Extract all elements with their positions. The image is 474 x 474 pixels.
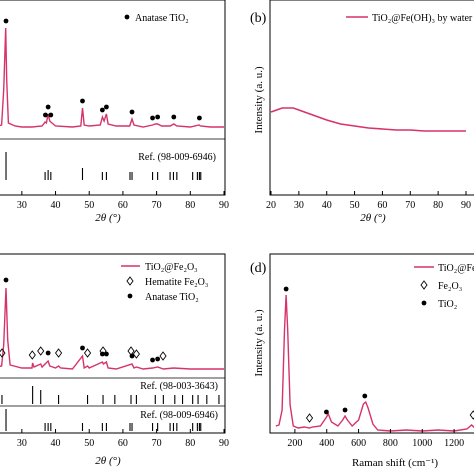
panel-b-frame (269, 0, 474, 196)
panel-a-peak-marker (171, 114, 177, 120)
panel-d-x-axis-label: Raman shift (cm⁻¹) (352, 457, 438, 469)
panel-c-x-tick-label: 60 (118, 438, 128, 449)
panel-c-anatase-marker (129, 353, 135, 359)
panel-c-x-tick-label: 90 (219, 438, 229, 449)
panel-d-legend-diamond (420, 280, 428, 290)
panel-c-frame (0, 253, 226, 434)
panel-a-peak-marker (155, 114, 161, 120)
panel-b-x-axis-label: 2θ (°) (360, 212, 386, 224)
panel-b-y-axis-label: Intensity (a. u.) (253, 66, 265, 134)
panel-d-x-tick-label: 600 (351, 438, 366, 449)
panel-c-anatase-marker (155, 356, 161, 362)
panel-a-peak-marker (104, 104, 109, 110)
panel-d-tio2-marker (324, 409, 329, 415)
panel-b-x-tick-label: 40 (322, 200, 332, 211)
panel-c: TiO₂@Fe₂O₃ Hematite Fe₂O₃ Anatase TiO₂ R… (0, 253, 229, 467)
panel-b: (b) TiO₂@Fe(OH)₃ by water Intensity (a. … (250, 0, 474, 224)
panel-c-ref-label-2: Ref. (98-009-6946) (140, 410, 218, 421)
panel-d-fe2o3-marker (305, 413, 314, 423)
panel-d: (d) TiO₂@Fe Fe₂O₃ TiO₂ Intensity (a. u.)… (250, 253, 474, 469)
panel-c-x-tick-label: 70 (152, 438, 162, 449)
panel-d-letter: (d) (250, 261, 267, 276)
panel-a-x-tick-label: 70 (152, 200, 162, 211)
panel-a-x-tick-label: 80 (185, 200, 195, 211)
panel-d-x-tick-label: 800 (383, 438, 398, 449)
panel-a-frame (0, 0, 226, 196)
panel-a-peak-marker (3, 18, 9, 24)
panel-b-x-tick-label: 20 (266, 200, 276, 211)
panel-d-fe2o3-marker (469, 410, 474, 420)
panel-d-x-tick-label: 200 (287, 438, 302, 449)
panel-c-x-tick-label: 80 (185, 438, 195, 449)
panel-b-x-tick-label: 80 (433, 200, 443, 211)
panel-c-x-tick-label: 40 (51, 438, 61, 449)
panel-a-peak-marker (99, 107, 105, 113)
panel-d-tio2-marker (342, 407, 348, 413)
panel-b-legend-label: TiO₂@Fe(OH)₃ by water (372, 13, 473, 24)
panel-c-x-axis-label: 2θ (°) (95, 455, 121, 467)
panel-c-hematite-marker (55, 348, 63, 358)
panel-c-series-line (0, 287, 224, 370)
panel-a-peak-marker (45, 104, 51, 110)
panel-a-peak-marker (80, 98, 85, 104)
panel-c-anatase-marker (99, 351, 105, 357)
panel-c-x-tick-label: 50 (84, 438, 94, 449)
panel-d-legend-dot (421, 300, 427, 306)
panel-c-legend-diamond (126, 276, 134, 286)
panel-d-series-line (275, 294, 474, 432)
panel-a-peak-marker (48, 112, 54, 118)
panel-a-peak-marker (129, 109, 135, 115)
panel-d-tio2-marker (283, 286, 289, 292)
panel-c-legend-dot (127, 293, 133, 299)
panel-a: Anatase TiO₂ Ref. (98-009-6946) 30 40 50 60… (0, 0, 229, 224)
panel-b-series-line (270, 107, 466, 132)
panel-a-legend-marker (124, 14, 130, 20)
panel-a-peak-marker (43, 112, 48, 118)
panel-a-series-line (0, 27, 224, 128)
panel-c-hematite-marker (83, 348, 92, 358)
panel-d-x-tick-label: 1200 (444, 438, 464, 449)
panel-c-anatase-marker (80, 345, 85, 351)
panel-a-x-tick-label: 50 (84, 200, 94, 211)
panel-c-anatase-marker (104, 351, 109, 357)
panel-a-peak-marker (197, 115, 202, 121)
panel-a-x-axis-label: 2θ (°) (95, 212, 121, 224)
panel-c-hematite-marker (37, 346, 45, 356)
panel-d-frame (269, 253, 474, 434)
panel-c-legend-label-2: Hematite Fe₂O₃ (145, 277, 208, 288)
panel-c-legend-label-3: Anatase TiO₂ (145, 292, 199, 303)
panel-c-anatase-marker (3, 277, 9, 283)
panel-a-legend-label: Anatase TiO₂ (135, 13, 189, 24)
panel-c-hematite-marker (28, 350, 36, 360)
panel-d-x-tick-label: 1000 (412, 438, 432, 449)
panel-d-legend-label-1: TiO₂@Fe (438, 263, 474, 274)
panel-c-hematite-marker (132, 349, 140, 359)
panel-c-anatase-marker (150, 357, 155, 363)
panel-b-x-tick-label: 50 (350, 200, 360, 211)
panel-b-letter: (b) (250, 11, 267, 26)
panel-b-x-tick-label: 90 (461, 200, 471, 211)
panel-c-ref-label-1: Ref. (98-003-3643) (140, 381, 218, 392)
panel-d-legend-label-2: Fe₂O₃ (438, 281, 462, 292)
panel-a-x-tick-label: 40 (51, 200, 61, 211)
panel-d-x-tick-label: 400 (319, 438, 334, 449)
panel-d-tio2-marker (362, 393, 368, 399)
panel-a-x-tick-label: 30 (17, 200, 27, 211)
panel-c-hematite-marker (0, 348, 6, 358)
panel-a-ref-label: Ref. (98-009-6946) (138, 152, 216, 163)
panel-b-x-tick-label: 30 (294, 200, 304, 211)
panel-a-peak-marker (150, 115, 155, 121)
panel-b-x-tick-label: 70 (405, 200, 415, 211)
panel-a-x-tick-label: 90 (219, 200, 229, 211)
panel-d-legend-label-3: TiO₂ (438, 299, 457, 310)
panel-b-x-tick-label: 60 (377, 200, 387, 211)
panel-c-anatase-marker (45, 350, 51, 356)
panel-c-hematite-marker (159, 351, 167, 361)
panel-c-x-tick-label: 30 (17, 438, 27, 449)
panel-d-y-axis-label: Intensity (a. u.) (253, 309, 265, 377)
panel-c-legend-label-1: TiO₂@Fe₂O₃ (145, 262, 198, 273)
panel-a-x-tick-label: 60 (118, 200, 128, 211)
